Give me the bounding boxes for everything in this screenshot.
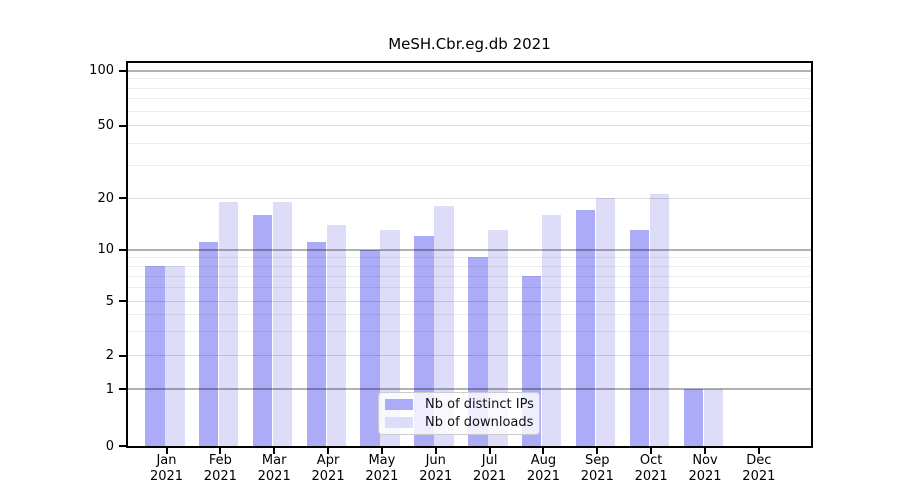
y-tick-mark-20 [119, 197, 126, 199]
bar-downloads-aug-2021 [541, 214, 562, 446]
legend-item-distinct-ips: Nb of distinct IPs [385, 398, 539, 411]
gridline-4 [128, 313, 811, 315]
x-tick-mark-nov [704, 448, 706, 454]
x-tick-mark-aug [542, 448, 545, 454]
gridline-7 [128, 275, 811, 277]
x-tick-label-oct-2021: Oct 2021 [634, 453, 668, 484]
gridline-20 [128, 197, 811, 199]
legend-label-downloads: Nb of downloads [425, 415, 534, 430]
y-tick-mark-0 [119, 445, 126, 447]
bar-downloads-jun-2021 [434, 205, 454, 446]
gridline-10 [128, 248, 811, 251]
x-tick-label-sep-2021: Sep 2021 [580, 453, 614, 484]
x-tick-mark-apr [327, 448, 330, 454]
x-tick-label-nov-2021: Nov 2021 [688, 453, 722, 484]
y-tick-mark-100 [119, 69, 126, 72]
bar-downloads-sep-2021 [595, 198, 616, 446]
legend-swatch-downloads [385, 417, 413, 428]
gridline-100 [128, 69, 811, 72]
x-tick-label-may-2021: May 2021 [365, 453, 399, 484]
x-tick-label-jun-2021: Jun 2021 [419, 453, 453, 484]
gridline-9 [128, 256, 811, 258]
x-tick-label-jan-2021: Jan 2021 [149, 453, 184, 484]
bar-distinct-ips-nov-2021 [683, 389, 703, 446]
bar-downloads-may-2021 [380, 230, 400, 446]
gridline-60 [128, 110, 811, 112]
y-tick-mark-10 [119, 248, 126, 251]
legend: Nb of distinct IPs Nb of downloads [378, 392, 540, 435]
gridline-3 [128, 330, 811, 332]
x-tick-mark-may [380, 448, 383, 454]
legend-label-distinct-ips: Nb of distinct IPs [425, 397, 534, 412]
x-tick-mark-sep [596, 448, 599, 454]
gridline-8 [128, 265, 811, 267]
y-tick-label-5: 5 [105, 293, 114, 309]
y-tick-label-2: 2 [105, 348, 114, 363]
bar-downloads-oct-2021 [649, 194, 670, 446]
x-tick-label-mar-2021: Mar 2021 [257, 453, 291, 484]
x-tick-mark-oct [650, 448, 653, 454]
bar-downloads-feb-2021 [218, 201, 239, 446]
x-tick-mark-mar [273, 448, 276, 454]
y-tick-label-50: 50 [97, 118, 114, 133]
y-tick-label-10: 10 [97, 242, 114, 257]
chart-title: MeSH.Cbr.eg.db 2021 [388, 35, 551, 53]
gridline-5 [128, 300, 811, 302]
y-tick-label-100: 100 [89, 63, 114, 78]
gridline-1 [128, 388, 811, 390]
x-tick-mark-jul [488, 448, 491, 454]
y-tick-label-0: 0 [105, 438, 114, 454]
gridline-30 [128, 165, 811, 167]
bar-distinct-ips-sep-2021 [575, 210, 596, 446]
bar-downloads-jan-2021 [165, 266, 185, 446]
y-tick-mark-1 [119, 388, 126, 390]
bar-downloads-apr-2021 [326, 224, 347, 446]
legend-item-downloads: Nb of downloads [385, 416, 539, 429]
gridline-80 [128, 87, 811, 89]
y-tick-mark-5 [119, 300, 126, 302]
y-tick-label-1: 1 [105, 381, 114, 397]
plot-area: Nb of distinct IPs Nb of downloads [126, 61, 813, 448]
gridline-40 [128, 142, 811, 144]
x-tick-label-feb-2021: Feb 2021 [203, 453, 237, 484]
y-tick-mark-2 [119, 354, 126, 357]
bar-distinct-ips-jan-2021 [145, 266, 165, 446]
x-tick-mark-dec [757, 448, 760, 454]
x-tick-label-apr-2021: Apr 2021 [311, 453, 345, 484]
bar-distinct-ips-may-2021 [360, 249, 380, 446]
bar-downloads-nov-2021 [703, 389, 723, 446]
bar-distinct-ips-feb-2021 [198, 242, 219, 446]
gridline-6 [128, 286, 811, 288]
gridline-2 [128, 355, 811, 356]
y-tick-mark-50 [119, 124, 126, 127]
x-tick-mark-feb [219, 448, 222, 454]
bar-downloads-mar-2021 [272, 201, 293, 446]
x-tick-label-dec-2021: Dec 2021 [742, 453, 776, 484]
x-tick-label-aug-2021: Aug 2021 [526, 453, 560, 484]
x-tick-mark-jun [434, 448, 437, 454]
bar-distinct-ips-mar-2021 [252, 214, 273, 446]
x-tick-label-jul-2021: Jul 2021 [473, 453, 507, 484]
bar-distinct-ips-apr-2021 [306, 242, 327, 446]
bar-downloads-jul-2021 [488, 230, 508, 446]
gridline-70 [128, 98, 811, 100]
gridline-90 [128, 78, 811, 80]
gridline-50 [128, 125, 811, 126]
x-tick-mark-jan [165, 448, 168, 454]
legend-swatch-distinct-ips [385, 399, 413, 410]
y-tick-label-20: 20 [97, 190, 114, 206]
bar-distinct-ips-oct-2021 [629, 230, 650, 446]
